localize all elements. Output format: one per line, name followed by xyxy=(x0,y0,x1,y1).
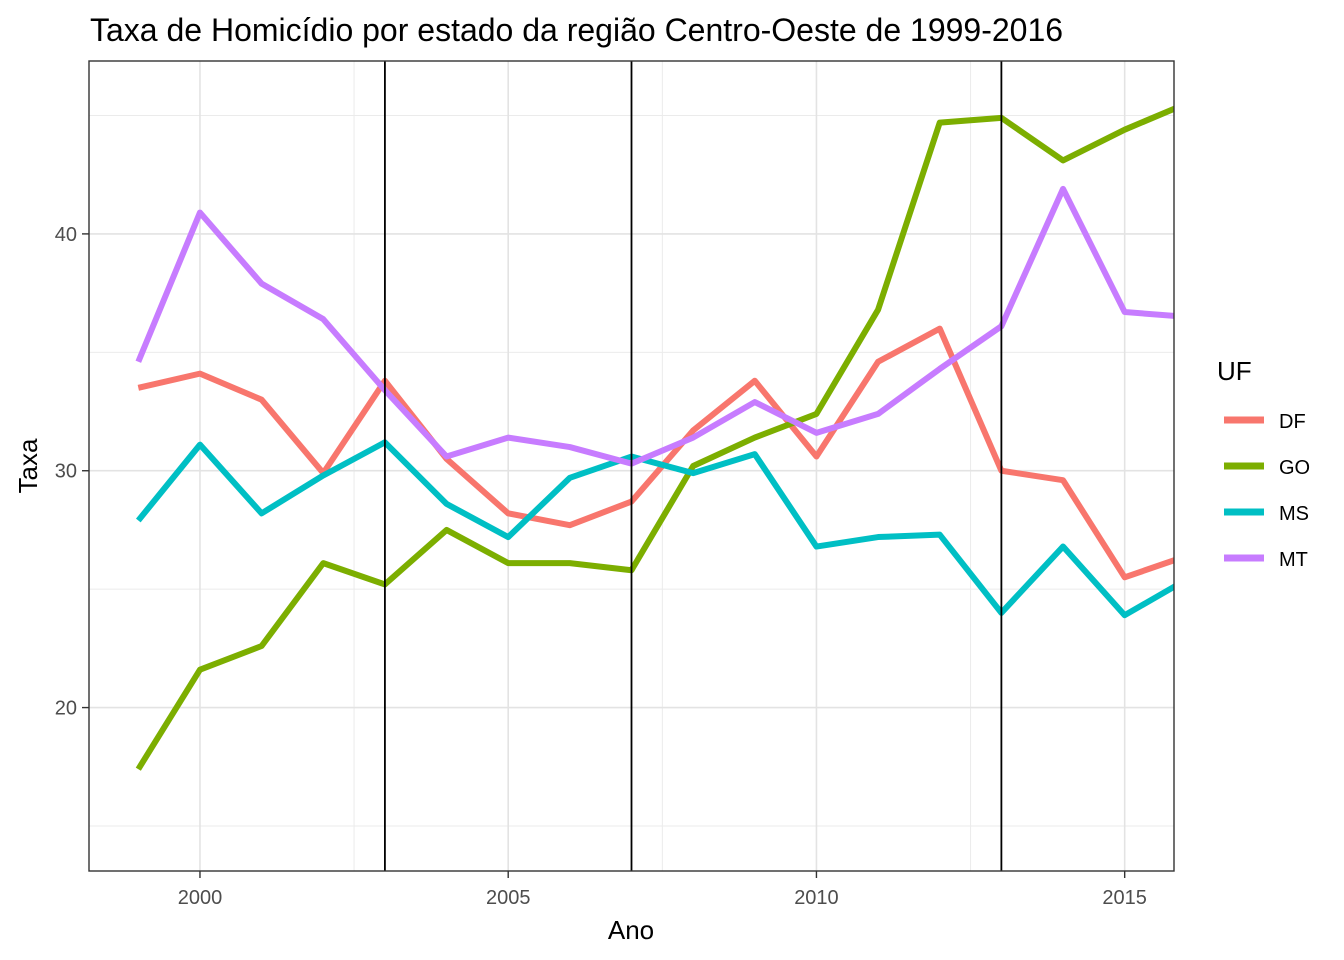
series-group xyxy=(135,105,1174,771)
legend-label-df: DF xyxy=(1279,411,1306,433)
y-axis-title: Taxa xyxy=(13,438,43,493)
x-tick-label: 2000 xyxy=(178,887,223,909)
vline-group xyxy=(384,61,1003,871)
y-axis: 20 30 40 xyxy=(55,224,89,720)
x-axis: 2000 2005 2010 2015 xyxy=(178,871,1147,909)
series-line-ms xyxy=(135,439,1174,619)
legend-title: UF xyxy=(1217,356,1252,386)
legend-label-go: GO xyxy=(1279,457,1310,479)
x-axis-title: Ano xyxy=(608,915,654,945)
legend: UF DF GO MS MT xyxy=(1217,356,1310,571)
legend-label-ms: MS xyxy=(1279,503,1309,525)
series-line-go xyxy=(135,105,1174,771)
x-tick-label: 2005 xyxy=(486,887,531,909)
y-tick-label: 40 xyxy=(55,224,77,246)
series-line-mt xyxy=(135,185,1174,467)
legend-label-mt: MT xyxy=(1279,549,1308,571)
y-tick-label: 30 xyxy=(55,461,77,483)
x-tick-label: 2015 xyxy=(1102,887,1147,909)
chart-title: Taxa de Homicídio por estado da região C… xyxy=(90,12,1063,48)
plot-panel-border xyxy=(88,60,1175,872)
x-tick-label: 2010 xyxy=(794,887,839,909)
y-tick-label: 20 xyxy=(55,698,77,720)
